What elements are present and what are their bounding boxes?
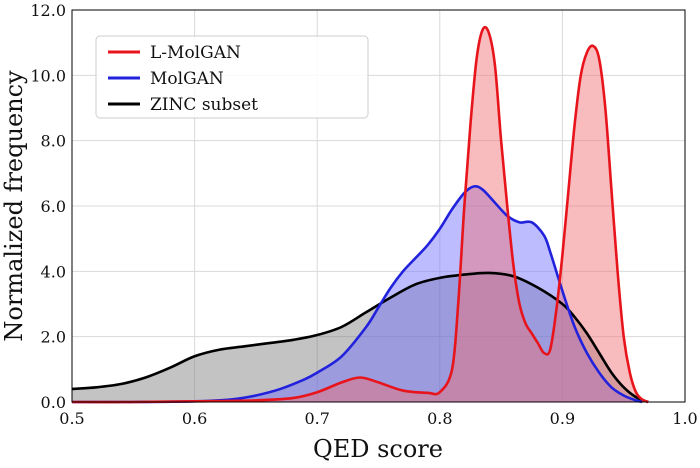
- y-tick-label: 2.0: [41, 328, 66, 347]
- y-tick-label: 0.0: [41, 393, 66, 412]
- y-tick-labels: 0.0 2.0 4.0 6.0 8.0 10.0 12.0: [30, 1, 66, 412]
- legend-label-molgan: MolGAN: [150, 69, 224, 89]
- area-zinc-subset: [72, 272, 649, 402]
- legend-box: [95, 35, 369, 119]
- legend: L-MolGAN MolGAN ZINC subset: [95, 35, 369, 119]
- density-lines: [71, 25, 649, 404]
- line-zinc-subset: [71, 271, 649, 404]
- line-l-molgan: [71, 25, 649, 404]
- line-molgan: [71, 184, 643, 404]
- plot-frame: [71, 9, 686, 403]
- y-axis-label: Normalized frequency: [0, 70, 28, 342]
- x-tick-label: 0.5: [59, 409, 84, 428]
- density-areas: [72, 27, 649, 403]
- x-axis-label: QED score: [313, 435, 443, 463]
- y-tick-label: 12.0: [30, 1, 66, 20]
- legend-label-l-molgan: L-MolGAN: [150, 43, 241, 63]
- x-tick-label: 0.6: [182, 409, 207, 428]
- legend-label-zinc-subset: ZINC subset: [150, 95, 258, 115]
- x-tick-labels: 0.5 0.6 0.7 0.8 0.9 1.0: [59, 409, 697, 428]
- y-tick-label: 6.0: [41, 197, 66, 216]
- x-tick-label: 0.9: [550, 409, 575, 428]
- x-tick-label: 0.7: [304, 409, 329, 428]
- y-tick-label: 10.0: [30, 66, 66, 85]
- x-tick-label: 0.8: [427, 409, 452, 428]
- y-tick-label: 4.0: [41, 262, 66, 281]
- y-tick-label: 8.0: [41, 132, 66, 151]
- x-tick-label: 1.0: [672, 409, 697, 428]
- area-l-molgan: [72, 27, 649, 403]
- area-molgan: [72, 186, 643, 403]
